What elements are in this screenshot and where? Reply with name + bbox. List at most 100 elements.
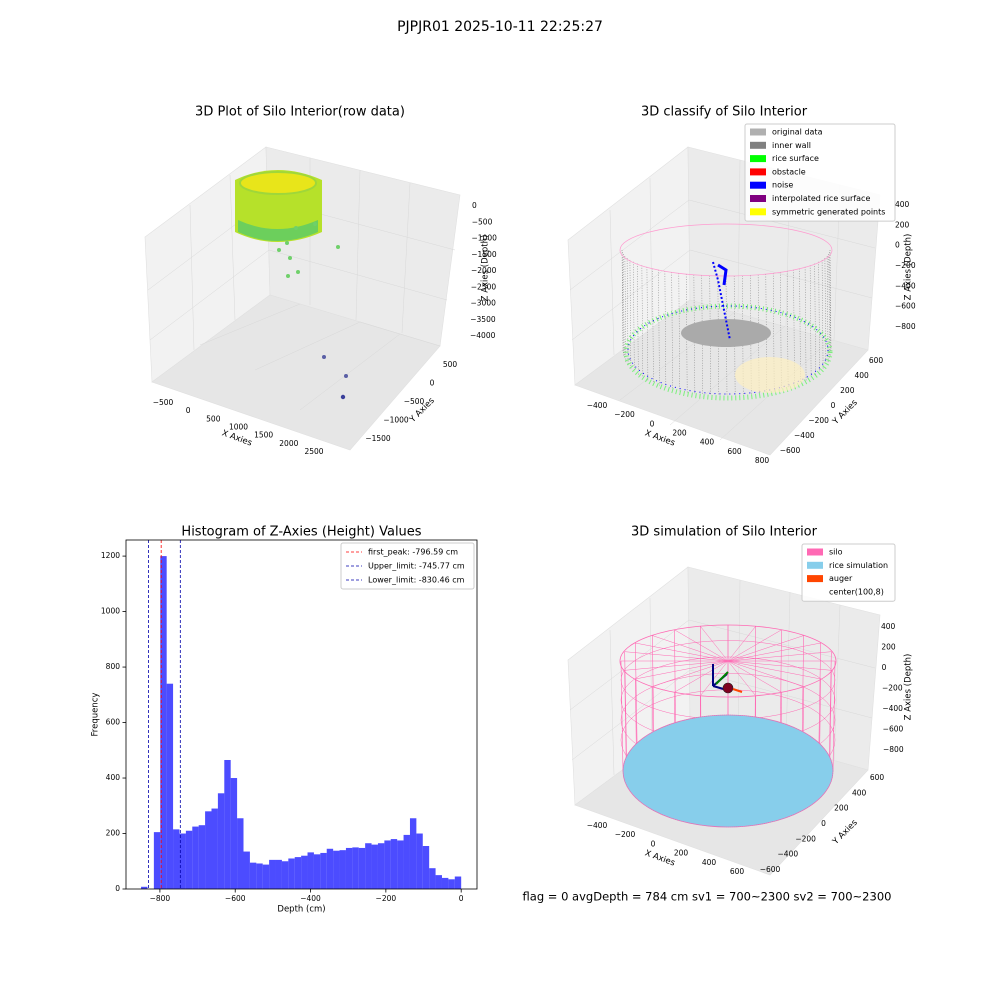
x-tick-label: −800: [150, 894, 171, 903]
cylinder-wall: [621, 249, 832, 397]
y-tick-label: −1000: [383, 416, 409, 425]
wall-line: [624, 256, 627, 363]
x-tick-label: 2500: [304, 447, 323, 456]
z-tick-label: 400: [881, 622, 896, 631]
x-tick-label: 0: [650, 419, 655, 428]
silo-top: [619, 624, 837, 698]
legend-swatch: [807, 548, 823, 556]
wall-line: [626, 258, 629, 366]
z-tick-label: −2500: [471, 282, 497, 291]
bar: [320, 852, 327, 889]
wire-line: [832, 660, 836, 772]
wire-line: [700, 660, 729, 696]
y-tick-label: 400: [852, 788, 867, 797]
legend-label: Lower_limit: -830.46 cm: [368, 576, 465, 585]
scatter-points: [277, 222, 340, 278]
panel-2-box: [567, 146, 881, 456]
z-tick-label: −200: [882, 684, 903, 693]
z-tick-label: −2000: [471, 266, 497, 275]
legend-swatch: [750, 155, 766, 163]
bar: [224, 759, 231, 889]
legend-box: [801, 543, 896, 602]
y-tick-label: 800: [106, 662, 121, 671]
plot-frame: [125, 539, 478, 890]
wire-line: [727, 642, 821, 662]
bar: [409, 818, 417, 889]
x-tick-label: 0: [186, 406, 191, 415]
wall-line: [621, 249, 624, 353]
bar: [166, 683, 174, 889]
bar: [371, 844, 378, 889]
x-tick-label: 400: [702, 858, 717, 867]
footer-text: flag = 0 avgDepth = 784 cm sv1 = 700~230…: [523, 890, 892, 904]
y-tick-label: −600: [760, 865, 781, 874]
wire-line: [727, 660, 756, 696]
wire-line: [700, 626, 729, 662]
y-tick-label: −400: [794, 431, 815, 440]
bar: [256, 863, 263, 889]
bar: [281, 861, 289, 889]
x-tick-label: −400: [300, 894, 321, 903]
wall-line: [637, 263, 639, 375]
z-tick-label: −800: [895, 322, 916, 331]
x-tick-label: 0: [459, 894, 464, 903]
noise-points: [712, 261, 731, 341]
legend-label: noise: [772, 181, 793, 190]
y-tick-label: −400: [778, 850, 799, 859]
pane: [574, 299, 869, 456]
point: [286, 274, 290, 278]
wire-line: [674, 629, 676, 723]
y-tick-label: 200: [106, 829, 121, 838]
wall-line: [793, 269, 795, 386]
x-tick-label: 200: [672, 429, 687, 438]
bar: [153, 832, 161, 889]
wall-line: [629, 259, 632, 369]
bar: [422, 845, 430, 889]
wall-line: [664, 271, 667, 388]
legend-label: original data: [772, 128, 823, 137]
wall-line: [678, 273, 681, 392]
x-tick-label: 600: [730, 867, 745, 876]
x-tick-label: 1000: [229, 423, 248, 432]
z-tick-label: −3500: [470, 315, 496, 324]
x-tick-label: −200: [615, 830, 636, 839]
z-tick-label: −800: [883, 745, 904, 754]
chart-title: 3D Plot of Silo Interior(row data): [195, 105, 405, 120]
legend-label: rice simulation: [829, 561, 888, 570]
bar: [454, 876, 462, 889]
y-tick-label: 0: [115, 884, 120, 893]
wire-line: [620, 660, 624, 772]
wall-line: [814, 263, 816, 375]
bar: [249, 862, 257, 889]
y-tick-label: 600: [870, 773, 885, 782]
x-tick-label: −500: [153, 398, 174, 407]
bar: [326, 848, 334, 889]
legend-label: Upper_limit: -745.77 cm: [368, 562, 465, 571]
bar: [173, 829, 180, 889]
wire-line: [727, 635, 804, 662]
point: [322, 355, 326, 359]
legend-swatch: [807, 575, 823, 583]
legend-swatch: [750, 208, 766, 216]
y-tick-label: 200: [840, 386, 855, 395]
bar: [243, 851, 250, 889]
wall-line: [824, 258, 827, 366]
wire-line: [652, 635, 729, 662]
point: [340, 394, 346, 400]
point: [313, 222, 317, 226]
legend-box: [744, 123, 896, 222]
bar: [365, 843, 372, 889]
legend-swatch: [807, 561, 823, 569]
legend-swatch: [750, 128, 766, 136]
bar: [185, 830, 193, 889]
bar: [192, 826, 199, 889]
z-tick-label: −200: [895, 261, 916, 270]
wire-line: [727, 629, 782, 662]
bar: [377, 843, 385, 889]
legend-label: auger: [829, 574, 853, 583]
x-tick-label: 1500: [254, 431, 273, 440]
wire-line: [674, 660, 729, 693]
x-tick-label: −400: [587, 401, 608, 410]
x-tick-label: 2000: [279, 439, 298, 448]
